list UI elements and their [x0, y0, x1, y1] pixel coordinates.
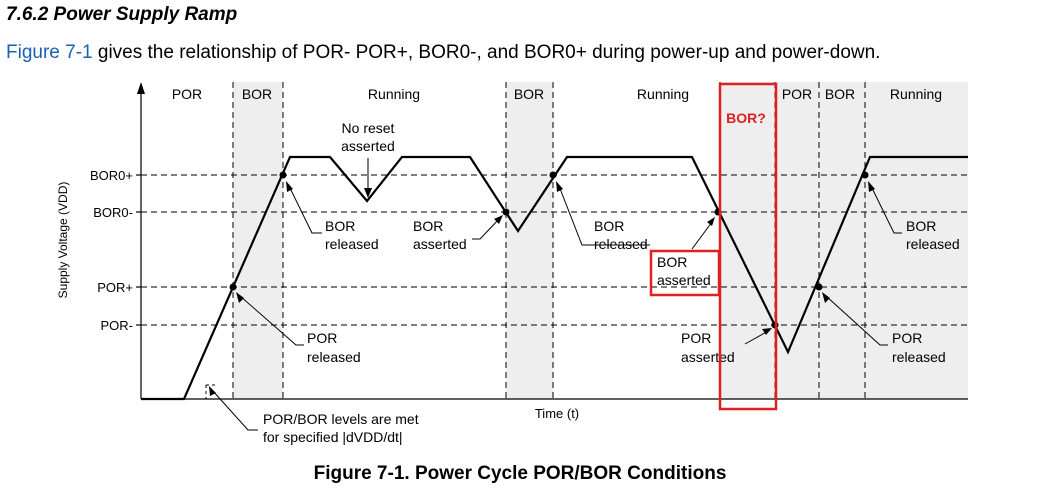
- bor-released-label: BOR: [325, 218, 355, 234]
- por-released-label: POR: [892, 330, 922, 346]
- figure-caption: Figure 7-1. Power Cycle POR/BOR Conditio…: [313, 463, 727, 484]
- bor-asserted-label: BOR: [413, 218, 443, 234]
- levels-met-marker: [205, 384, 218, 399]
- leader-por-released-a: [239, 295, 304, 346]
- region-label-por: POR: [172, 86, 202, 102]
- leader-arrowheads: [209, 181, 875, 396]
- bor-asserted-label: asserted: [657, 272, 711, 288]
- region-label-por: POR: [782, 86, 812, 102]
- region-label-bor: BOR: [825, 86, 855, 102]
- region-labels: POR BOR Running BOR Running POR BOR Runn…: [172, 86, 942, 102]
- point-por-released: [229, 283, 237, 291]
- point-bor-released: [279, 171, 287, 179]
- bor-released-label: released: [906, 236, 960, 252]
- highlight-label: BOR?: [726, 110, 766, 126]
- level-label-por-minus: POR-: [101, 318, 134, 333]
- highlight-bor-question-box: [718, 82, 778, 411]
- bor-released-label: BOR: [906, 218, 936, 234]
- region-label-bor: BOR: [242, 86, 272, 102]
- arrowhead: [762, 328, 772, 335]
- point-bor-released: [549, 171, 557, 179]
- leader-bor-released-3: [870, 185, 902, 234]
- region-label-running: Running: [637, 86, 689, 102]
- arrowhead: [868, 181, 875, 192]
- shade-por-bor-3: [720, 82, 865, 399]
- shade-bor-1: [233, 82, 283, 399]
- no-reset-label: asserted: [341, 138, 395, 154]
- shaded-regions: [233, 82, 968, 399]
- por-released-label: POR: [307, 330, 337, 346]
- bor-released-label: released: [594, 236, 648, 252]
- leader-bor-released-1: [288, 185, 322, 234]
- por-asserted-label: POR: [681, 330, 711, 346]
- annotations: No reset asserted BOR released BOR asser…: [263, 120, 960, 445]
- bor-released-label: released: [325, 236, 379, 252]
- leader-lines: [211, 158, 902, 431]
- y-axis-arrow: [137, 82, 145, 94]
- x-axis-label: Time (t): [535, 406, 579, 421]
- region-label-bor: BOR: [514, 86, 544, 102]
- leader-por-released-b: [825, 295, 888, 346]
- shade-bor-2: [506, 82, 553, 399]
- levels-met-label: for specified |dVDD/dt|: [263, 429, 403, 445]
- region-label-running: Running: [368, 86, 420, 102]
- figure-link[interactable]: Figure 7-1: [6, 42, 93, 63]
- intro-text: gives the relationship of POR- POR+, BOR…: [92, 42, 881, 63]
- bor-asserted-label: BOR: [657, 254, 687, 270]
- bor-asserted-label: asserted: [413, 236, 467, 252]
- point-por-released: [815, 283, 823, 291]
- region-label-running: Running: [890, 86, 942, 102]
- arrowhead: [556, 181, 563, 192]
- shade-running-3: [865, 82, 968, 399]
- point-bor-asserted: [502, 208, 510, 216]
- leader-bor-released-2: [558, 185, 650, 246]
- arrowhead: [209, 386, 216, 396]
- leader-bor-asserted-1: [472, 217, 501, 240]
- vdd-waveform: [141, 155, 968, 401]
- arrowhead: [707, 217, 715, 226]
- arrowhead: [236, 292, 244, 303]
- arrowhead: [286, 181, 293, 192]
- bor-released-label: BOR: [594, 218, 624, 234]
- por-released-label: released: [892, 349, 946, 365]
- por-asserted-label: asserted: [681, 349, 735, 365]
- y-axis-label: Supply Voltage (VDD): [56, 182, 70, 299]
- highlight-bor-asserted-box: [649, 249, 721, 297]
- point-bor-released: [861, 171, 869, 179]
- level-label-bor0-plus: BOR0+: [90, 168, 133, 183]
- level-labels: BOR0+ BOR0- POR+ POR-: [90, 168, 133, 333]
- level-label-por-plus: POR+: [97, 280, 133, 295]
- intro-paragraph: Figure 7-1 gives the relationship of POR…: [6, 42, 880, 64]
- level-label-bor0-minus: BOR0-: [93, 205, 133, 220]
- axes: [136, 82, 968, 400]
- levels-met-label: POR/BOR levels are met: [263, 411, 419, 427]
- por-released-label: released: [307, 349, 361, 365]
- arrowhead: [822, 292, 830, 303]
- arrowhead: [494, 215, 503, 224]
- no-reset-label: No reset: [342, 120, 395, 136]
- arrowhead: [364, 188, 372, 198]
- section-heading: 7.6.2 Power Supply Ramp: [6, 4, 238, 25]
- leader-bor-asserted-2: [691, 221, 713, 250]
- leader-levels-met: [211, 389, 258, 431]
